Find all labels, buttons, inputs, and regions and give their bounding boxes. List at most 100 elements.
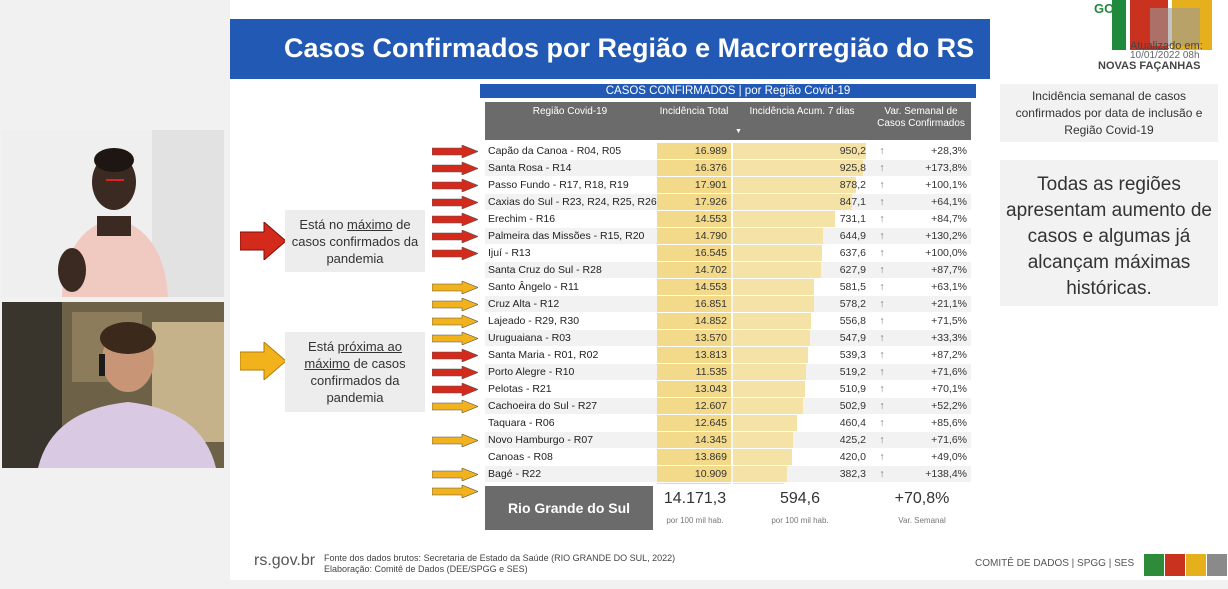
- region-name: Lajeado - R29, R30: [488, 315, 580, 327]
- legend-red-post: de casos confirmados da pandemia: [291, 217, 419, 266]
- acc7-value: 637,6: [839, 247, 866, 259]
- acc7-value: 502,9: [839, 400, 866, 412]
- legend-yellow-underlined-2: máximo: [304, 356, 350, 371]
- footer-site: rs.gov.br: [254, 552, 316, 569]
- state-weekly-var-label: Var. Semanal: [898, 516, 946, 525]
- acc7-value: 925,8: [839, 162, 866, 174]
- acc7-value: 539,3: [839, 349, 866, 361]
- state-total-incidence: 14.171,3: [663, 490, 727, 507]
- up-arrow-icon: ↑: [879, 162, 885, 174]
- red-flag-arrow-icon: [432, 230, 478, 243]
- yellow-flag-arrow-icon: [432, 468, 478, 481]
- table-row: 17.901 Passo Fundo - R17, R18, R19 878,2 ↑ +…: [485, 177, 971, 194]
- region-name: Ijuí - R13: [488, 247, 531, 259]
- acc7-bar-track: [733, 160, 868, 176]
- table-row: 14.852 Lajeado - R29, R30 556,8 ↑ +71,5%: [485, 313, 971, 330]
- region-name: Novo Hamburgo - R07: [488, 434, 594, 446]
- up-arrow-icon: ↑: [879, 213, 885, 225]
- acc7-value: 878,2: [839, 179, 866, 191]
- region-name: Caxias do Sul - R23, R24, R25, R26: [488, 196, 657, 208]
- acc7-bar-track: [733, 143, 868, 159]
- weekly-var: +87,7%: [931, 264, 967, 276]
- acc7-value: 510,9: [839, 383, 866, 395]
- acc7-bar-track: [733, 245, 868, 261]
- up-arrow-icon: ↑: [879, 281, 885, 293]
- video-tile-interpreter[interactable]: [2, 130, 224, 297]
- total-incidence: 14.553: [657, 279, 731, 295]
- red-flag-arrow-icon: [432, 349, 478, 362]
- legend-yellow-underlined-1: próxima ao: [337, 339, 402, 354]
- up-arrow-icon: ↑: [879, 230, 885, 242]
- total-incidence: 17.901: [657, 177, 731, 193]
- interpreter-video-frame: [2, 130, 224, 297]
- legend-red-text: Está no máximo de casos confirmados da p…: [285, 210, 425, 272]
- weekly-var: +49,0%: [931, 451, 967, 463]
- up-arrow-icon: ↑: [879, 383, 885, 395]
- logo-updated-date: 10/01/2022 08h: [1130, 50, 1200, 61]
- yellow-flag-arrow-icon: [432, 281, 478, 294]
- acc7-value: 425,2: [839, 434, 866, 446]
- acc7-bar: [733, 211, 835, 227]
- acc7-value: 581,5: [839, 281, 866, 293]
- weekly-var: +70,1%: [931, 383, 967, 395]
- acc7-bar-track: [733, 262, 868, 278]
- table-row: 14.790 Palmeira das Missões - R15, R20 644…: [485, 228, 971, 245]
- logo-partial-text: GO: [1094, 1, 1115, 16]
- acc7-bar: [733, 296, 814, 312]
- up-arrow-icon: ↑: [879, 247, 885, 259]
- acc7-bar: [733, 177, 856, 193]
- legend-yellow-post: de casos confirmados da pandemia: [310, 356, 406, 405]
- acc7-bar: [733, 279, 814, 295]
- red-flag-arrow-icon: [432, 196, 478, 209]
- total-incidence: 10.909: [657, 466, 731, 482]
- acc7-value: 731,1: [839, 213, 866, 225]
- up-arrow-icon: ↑: [879, 400, 885, 412]
- legend-yellow-pre: Está: [308, 339, 338, 354]
- acc7-value: 578,2: [839, 298, 866, 310]
- region-name: Santo Ângelo - R11: [488, 281, 579, 293]
- sort-desc-icon[interactable]: ▼: [735, 128, 742, 135]
- table-row: 16.989 Capão da Canoa - R04, R05 950,2 ↑ +28…: [485, 143, 971, 160]
- acc7-value: 460,4: [839, 417, 866, 429]
- logo-updated-label: Atualizado em:: [1130, 40, 1203, 52]
- acc7-bar: [733, 160, 863, 176]
- footer-source-line-1: Fonte dos dados brutos: Secretaria de Es…: [324, 553, 676, 563]
- red-arrow-icon: [239, 220, 287, 265]
- total-incidence: 17.926: [657, 194, 731, 210]
- red-flag-arrow-icon: [432, 179, 478, 192]
- table-row: 14.345 Novo Hamburgo - R07 425,2 ↑ +71,6%: [485, 432, 971, 449]
- yellow-flag-arrow-icon: [432, 400, 478, 413]
- region-name: Capão da Canoa - R04, R05: [488, 145, 622, 157]
- acc7-bar: [733, 313, 811, 329]
- yellow-flag-arrow-icon: [432, 434, 478, 447]
- total-incidence: 13.043: [657, 381, 731, 397]
- header-acc7[interactable]: Incidência Acum. 7 dias: [749, 106, 855, 117]
- acc7-bar-track: [733, 398, 868, 414]
- region-name: Uruguaiana - R03: [488, 332, 571, 344]
- acc7-value: 847,1: [839, 196, 866, 208]
- region-name: Palmeira das Missões - R15, R20: [488, 230, 645, 242]
- government-logo: GO Atualizado em: 10/01/2022 08h NOVAS F…: [1090, 0, 1228, 76]
- total-incidence: 14.790: [657, 228, 731, 244]
- total-incidence: 12.645: [657, 415, 731, 431]
- footer-source: Fonte dos dados brutos: Secretaria de Es…: [324, 553, 675, 575]
- region-name: Cruz Alta - R12: [488, 298, 560, 310]
- acc7-bar: [733, 432, 793, 448]
- state-total-row: Rio Grande do Sul 14.171,3 por 100 mil h…: [480, 484, 976, 532]
- up-arrow-icon: ↑: [879, 264, 885, 276]
- video-tile-presenter[interactable]: [2, 302, 224, 468]
- region-name: Pelotas - R21: [488, 383, 552, 395]
- up-arrow-icon: ↑: [879, 468, 885, 480]
- state-total-incidence-unit: por 100 mil hab.: [666, 516, 724, 525]
- yellow-flag-arrow-icon: [432, 485, 478, 498]
- up-arrow-icon: ↑: [879, 196, 885, 208]
- acc7-bar-track: [733, 364, 868, 380]
- weekly-var: +33,3%: [931, 332, 967, 344]
- region-name: Santa Maria - R01, R02: [488, 349, 599, 361]
- acc7-bar-track: [733, 347, 868, 363]
- chart-description: Incidência semanal de casos confirmados …: [1000, 84, 1218, 142]
- acc7-value: 950,2: [839, 145, 866, 157]
- up-arrow-icon: ↑: [879, 332, 885, 344]
- region-name: Passo Fundo - R17, R18, R19: [488, 179, 629, 191]
- table-row: 12.607 Cachoeira do Sul - R27 502,9 ↑ +52,2%: [485, 398, 971, 415]
